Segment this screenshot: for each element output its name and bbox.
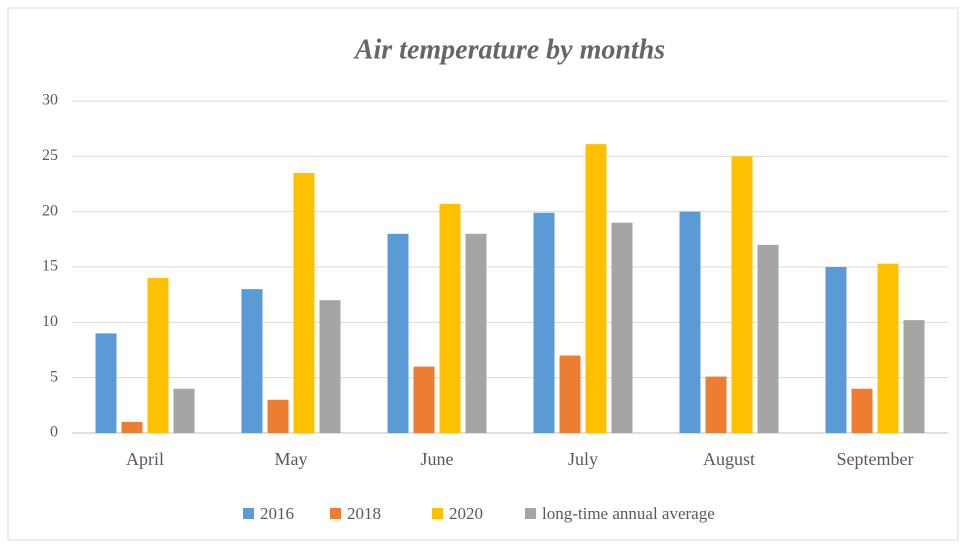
bar [705, 376, 727, 433]
bar [731, 156, 753, 434]
legend-swatch [243, 508, 254, 519]
y-tick-label: 10 [42, 313, 58, 330]
bar [465, 233, 487, 433]
legend-swatch [330, 508, 341, 519]
bar [173, 388, 195, 433]
y-tick-label: 15 [42, 258, 58, 275]
x-tick-label: August [703, 449, 755, 469]
bar [611, 222, 633, 433]
chart-title: Air temperature by months [353, 34, 665, 65]
bar [95, 333, 117, 433]
bar [319, 300, 341, 433]
bar [147, 278, 169, 433]
bar [851, 388, 873, 433]
bar [533, 212, 555, 433]
legend-label: 2020 [449, 504, 483, 523]
bar [825, 267, 847, 433]
y-tick-label: 25 [42, 147, 58, 164]
bar [877, 263, 899, 433]
bar [293, 172, 315, 433]
x-tick-label: July [568, 449, 598, 469]
x-tick-label: June [421, 449, 454, 469]
legend-swatch [432, 508, 443, 519]
bar [679, 211, 701, 433]
y-tick-label: 20 [42, 202, 58, 219]
legend-label: 2018 [347, 504, 381, 523]
bar [413, 366, 435, 433]
x-tick-label: May [275, 449, 308, 469]
legend-swatch [525, 508, 536, 519]
bar [387, 233, 409, 433]
bar [559, 355, 581, 433]
y-tick-label: 0 [50, 424, 58, 441]
legend-label: 2016 [260, 504, 294, 523]
bar [903, 320, 925, 433]
bar [121, 421, 143, 433]
y-tick-label: 5 [50, 368, 58, 385]
bar [585, 144, 607, 433]
bar [267, 399, 289, 433]
bar [439, 203, 461, 433]
y-tick-label: 30 [42, 92, 58, 109]
bar [757, 244, 779, 433]
x-tick-label: April [126, 449, 164, 469]
legend-label: long-time annual average [542, 504, 715, 523]
x-tick-label: September [837, 449, 914, 469]
bar [241, 289, 263, 433]
